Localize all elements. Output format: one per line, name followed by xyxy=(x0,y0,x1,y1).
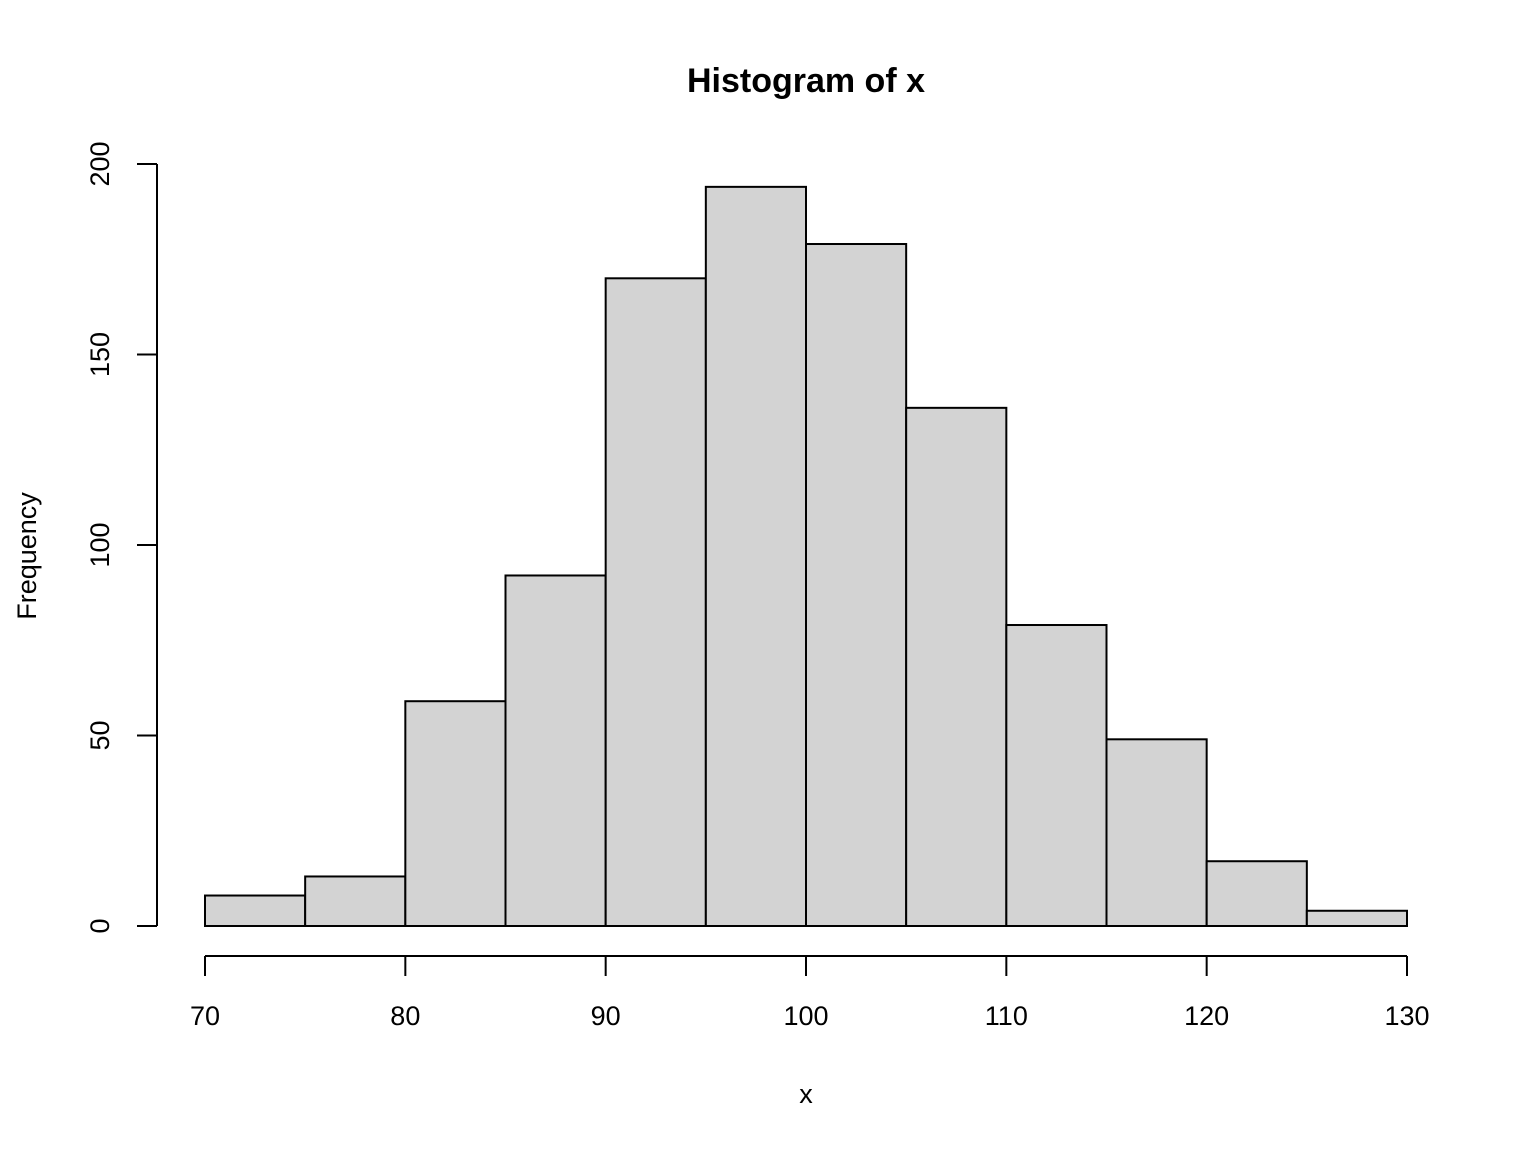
x-axis: 70 80 90 100 110 120 130 xyxy=(190,955,1430,1031)
y-axis: 0 50 100 150 200 xyxy=(85,141,158,934)
histogram-bar-70-75 xyxy=(204,894,307,928)
y-axis-label: Frequency xyxy=(12,492,42,620)
x-tick-label-90: 90 xyxy=(591,1001,621,1031)
chart-title: Histogram of x xyxy=(687,62,925,100)
x-tick-label-120: 120 xyxy=(1184,1001,1229,1031)
x-tick-label-110: 110 xyxy=(985,1001,1028,1031)
histogram-bar-90-95 xyxy=(604,277,707,927)
histogram-bar-85-90 xyxy=(504,574,607,927)
y-tick-label-0: 0 xyxy=(85,918,115,933)
histogram-bar-80-85 xyxy=(404,700,507,928)
histogram-bar-115-120 xyxy=(1105,738,1208,927)
y-tick-label-50: 50 xyxy=(85,720,115,750)
histogram-bar-110-115 xyxy=(1005,624,1108,927)
bars-group xyxy=(204,185,1409,928)
histogram-bar-95-100 xyxy=(704,185,807,928)
histogram-bar-105-110 xyxy=(905,406,1008,927)
x-tick-label-100: 100 xyxy=(783,1001,828,1031)
histogram-bar-75-80 xyxy=(304,875,407,927)
y-tick-label-200: 200 xyxy=(85,141,115,186)
histogram-bar-120-125 xyxy=(1205,860,1308,927)
y-tick-label-100: 100 xyxy=(85,522,115,567)
histogram-bar-125-130 xyxy=(1305,909,1409,928)
x-tick-label-80: 80 xyxy=(390,1001,420,1031)
y-tick-label-150: 150 xyxy=(85,332,115,377)
histogram-bar-100-105 xyxy=(805,243,908,927)
x-tick-label-130: 130 xyxy=(1384,1001,1429,1031)
x-axis-label: x xyxy=(799,1079,813,1109)
x-tick-label-70: 70 xyxy=(190,1001,220,1031)
